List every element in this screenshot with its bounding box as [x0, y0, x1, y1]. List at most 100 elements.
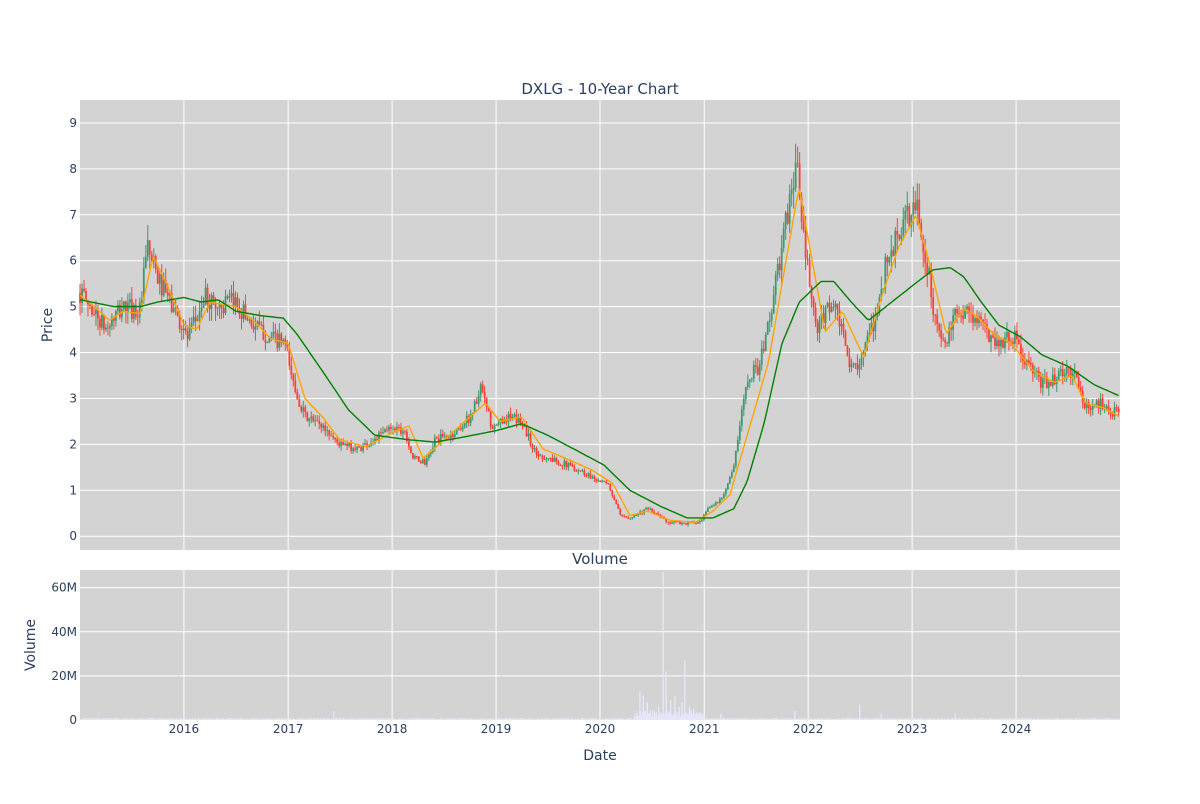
- volume-bar: [338, 719, 340, 720]
- volume-bar: [698, 712, 700, 720]
- volume-bar: [264, 718, 266, 720]
- volume-bar: [258, 718, 260, 720]
- candle-body: [800, 197, 803, 222]
- volume-subplot-title: Volume: [572, 550, 628, 568]
- volume-bar: [973, 718, 975, 720]
- volume-bar: [747, 719, 749, 720]
- volume-bar: [186, 718, 188, 720]
- candle-body: [609, 483, 612, 491]
- volume-bar: [598, 719, 600, 720]
- volume-bar: [959, 717, 961, 720]
- volume-bar: [941, 718, 943, 720]
- candle-body: [1051, 374, 1054, 386]
- candle-body: [459, 428, 462, 430]
- volume-bar: [319, 718, 321, 720]
- volume-bar: [967, 719, 969, 720]
- volume-bar: [157, 718, 159, 720]
- volume-bar: [715, 718, 717, 720]
- candle-body: [774, 274, 777, 296]
- volume-bar: [1111, 718, 1113, 720]
- volume-bar: [106, 718, 108, 720]
- volume-bar: [207, 718, 209, 720]
- volume-bar: [417, 718, 419, 720]
- volume-bar: [762, 718, 764, 720]
- volume-bar: [786, 718, 788, 720]
- volume-bar: [370, 719, 372, 720]
- candle-body: [976, 318, 978, 323]
- volume-bar: [275, 718, 277, 720]
- volume-spike-bar: [678, 706, 680, 720]
- volume-bar: [1070, 718, 1072, 720]
- volume-bar: [759, 718, 761, 720]
- volume-bar: [836, 718, 838, 720]
- volume-bar: [1038, 719, 1040, 720]
- volume-bar: [962, 719, 964, 720]
- volume-bar: [910, 718, 912, 720]
- volume-bar: [616, 719, 618, 720]
- volume-bar: [107, 717, 109, 720]
- candle-body: [730, 472, 733, 478]
- volume-bar: [1083, 719, 1085, 720]
- volume-bar: [951, 718, 953, 720]
- candle-body: [394, 428, 396, 431]
- volume-tick-label: 40M: [51, 625, 77, 639]
- volume-bar: [805, 719, 807, 720]
- candle-body: [146, 240, 149, 257]
- volume-bar: [367, 719, 369, 720]
- volume-bar: [837, 718, 839, 720]
- candle-body: [1000, 339, 1002, 347]
- volume-bar: [557, 719, 559, 720]
- price-tick-label: 7: [69, 208, 77, 222]
- volume-bar: [174, 719, 176, 720]
- volume-bar: [849, 718, 851, 720]
- volume-bar: [300, 719, 302, 720]
- volume-bar: [500, 718, 502, 720]
- candle-body: [449, 434, 452, 438]
- volume-bar: [714, 719, 716, 720]
- volume-bar: [867, 718, 869, 720]
- volume-bar: [614, 718, 616, 720]
- volume-bar: [989, 718, 991, 720]
- candle-body: [103, 315, 105, 330]
- volume-bar: [645, 710, 647, 720]
- volume-bar: [632, 719, 634, 720]
- volume-bar: [85, 718, 87, 720]
- candle-body: [756, 366, 759, 375]
- volume-bar: [791, 717, 793, 720]
- volume-bar: [311, 718, 313, 720]
- volume-bar: [586, 718, 588, 720]
- volume-bar: [920, 717, 922, 720]
- volume-bar: [490, 718, 492, 720]
- candle-body: [679, 521, 681, 525]
- volume-bar: [830, 719, 832, 720]
- volume-bar: [888, 717, 890, 720]
- volume-bar: [801, 719, 803, 720]
- volume-bar: [774, 718, 776, 720]
- volume-bar: [563, 717, 565, 720]
- volume-bar: [861, 717, 863, 720]
- volume-bar: [385, 718, 387, 720]
- volume-bar: [733, 718, 735, 720]
- volume-bar: [641, 711, 643, 720]
- volume-spike-bar: [674, 695, 676, 720]
- candle-body: [463, 423, 466, 427]
- volume-bar: [358, 717, 360, 720]
- volume-bar: [429, 719, 431, 720]
- volume-bar: [131, 718, 133, 720]
- volume-bar: [463, 718, 465, 720]
- volume-bar: [899, 718, 901, 720]
- volume-bar: [977, 719, 979, 720]
- volume-bar: [371, 718, 373, 720]
- volume-bar: [208, 718, 210, 720]
- price-tick-label: 4: [69, 346, 77, 360]
- candle-body: [260, 324, 263, 326]
- volume-bar: [460, 717, 462, 720]
- volume-bar: [1067, 718, 1069, 720]
- volume-bar: [183, 719, 185, 720]
- volume-bar: [521, 718, 523, 720]
- volume-bar: [463, 717, 465, 720]
- candle-body: [216, 307, 219, 309]
- candle-body: [332, 436, 335, 438]
- volume-bar: [831, 719, 833, 720]
- candle-body: [856, 363, 859, 370]
